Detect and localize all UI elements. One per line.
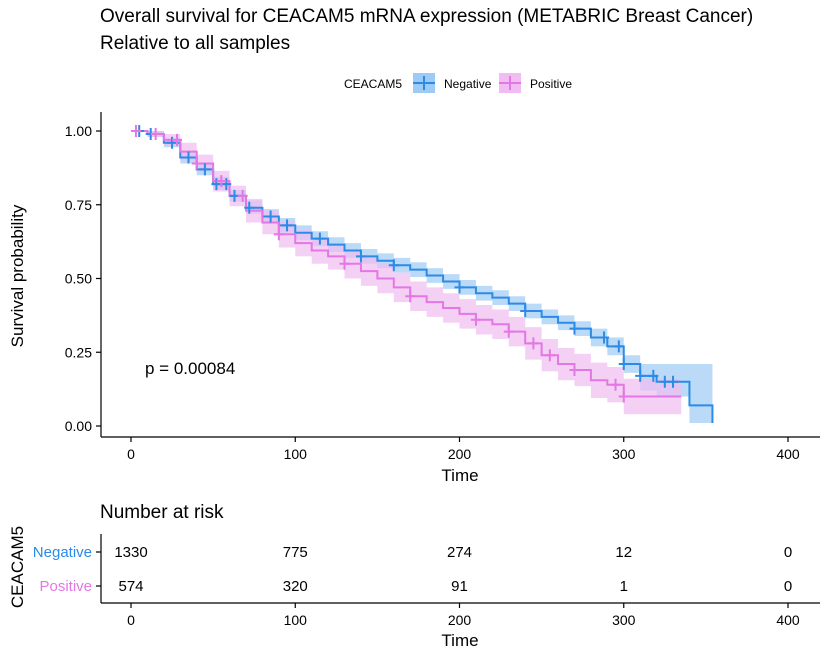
censor-mark-negative (569, 322, 580, 335)
x-tick-label: 0 (127, 446, 135, 462)
censor-mark-negative (618, 358, 629, 371)
censor-mark-negative (282, 219, 293, 232)
legend-title: CEACAM5 (344, 77, 402, 91)
y-tick-label: 0.75 (65, 197, 92, 213)
risk-x-tick-label: 300 (612, 612, 636, 628)
censor-mark-negative (167, 136, 178, 149)
risk-value-positive: 574 (118, 578, 143, 595)
legend-label-negative: Negative (444, 77, 492, 91)
x-axis-label: Time (441, 466, 478, 485)
legend-label-positive: Positive (530, 77, 572, 91)
risk-table-title: Number at risk (100, 502, 224, 523)
censor-mark-negative (199, 163, 210, 176)
legend: CEACAM5 Negative Positive (344, 73, 572, 93)
censor-mark-negative (668, 375, 679, 388)
x-tick-label: 100 (284, 446, 308, 462)
censor-mark-negative (635, 369, 646, 382)
censor-mark-positive (610, 378, 621, 391)
censor-mark-positive (470, 313, 481, 326)
censor-mark-positive (618, 390, 629, 403)
y-axis-label: Survival probability (8, 204, 27, 347)
risk-x-tick-label: 100 (284, 612, 308, 628)
censor-mark-negative (355, 250, 366, 263)
censor-mark-negative (388, 259, 399, 272)
censor-mark-negative (244, 201, 255, 214)
censor-mark-positive (273, 228, 284, 241)
confidence-band-positive (131, 131, 682, 415)
censor-mark-negative (613, 340, 624, 353)
risk-value-positive: 320 (283, 578, 308, 595)
legend-key-positive (499, 73, 521, 93)
risk-value-positive: 0 (784, 578, 792, 595)
censor-mark-positive (569, 363, 580, 376)
risk-x-tick-label: 200 (448, 612, 472, 628)
censor-mark-negative (314, 232, 325, 245)
chart-title: Overall survival for CEACAM5 mRNA expres… (100, 6, 754, 27)
y-tick-label: 1.00 (65, 123, 92, 139)
censor-mark-negative (265, 210, 276, 223)
risk-x-axis-label: Time (441, 631, 478, 650)
censor-mark-positive (237, 189, 248, 202)
confidence-bands (131, 131, 713, 424)
risk-x-tick-label: 0 (127, 612, 135, 628)
censor-mark-positive (150, 127, 161, 140)
risk-value-negative: 12 (615, 544, 632, 561)
censor-mark-positive (216, 175, 227, 188)
censor-mark-negative (648, 369, 659, 382)
x-tick-label: 300 (612, 446, 636, 462)
censor-mark-negative (520, 304, 531, 317)
censor-mark-negative (454, 281, 465, 294)
censor-mark-positive (130, 125, 141, 137)
y-tick-label: 0.00 (65, 418, 92, 434)
censor-mark-positive (191, 157, 202, 170)
risk-table-ylabel: CEACAM5 (8, 526, 27, 608)
chart-subtitle: Relative to all samples (100, 33, 291, 54)
risk-value-negative: 1330 (114, 544, 147, 561)
x-tick-label: 200 (448, 446, 472, 462)
risk-value-negative: 274 (447, 544, 472, 561)
censor-mark-positive (339, 257, 350, 270)
censor-marks (130, 125, 679, 403)
censor-mark-positive (503, 325, 514, 338)
axis-ticks: 001001002002003003004004000.000.250.500.… (65, 123, 800, 628)
y-tick-label: 0.25 (65, 344, 92, 360)
censor-mark-negative (211, 178, 222, 191)
risk-value-negative: 775 (283, 544, 308, 561)
censor-mark-positive (405, 290, 416, 303)
risk-value-positive: 91 (451, 578, 468, 595)
risk-table-values: 1330 775 274 12 0 574 320 91 1 0 (114, 544, 792, 595)
risk-value-positive: 1 (620, 578, 628, 595)
risk-row-label-positive: Positive (39, 578, 92, 595)
x-tick-label: 400 (776, 446, 800, 462)
censor-mark-negative (221, 178, 232, 191)
risk-value-negative: 0 (784, 544, 792, 561)
p-value-annotation: p = 0.00084 (145, 359, 235, 378)
censor-mark-negative (183, 151, 194, 164)
confidence-band-negative (131, 131, 713, 424)
risk-x-tick-label: 400 (776, 612, 800, 628)
y-tick-label: 0.50 (65, 271, 92, 287)
censor-mark-positive (171, 133, 182, 146)
censor-mark-positive (528, 337, 539, 350)
legend-key-negative (413, 73, 435, 93)
censor-mark-negative (599, 331, 610, 344)
censor-mark-positive (544, 349, 555, 362)
risk-row-label-negative: Negative (33, 544, 92, 561)
